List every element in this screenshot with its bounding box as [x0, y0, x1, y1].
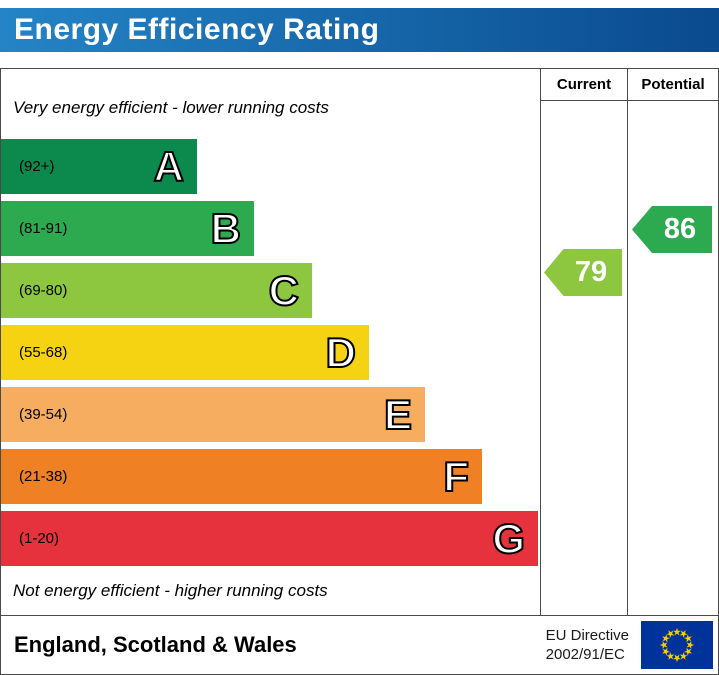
band-row-c: (69-80) C	[1, 263, 312, 318]
footer: England, Scotland & Wales EU Directive 2…	[1, 615, 718, 674]
bands: (92+) A (81-91) B (69-80) C (55-68) D	[1, 139, 540, 566]
band-row-a: (92+) A	[1, 139, 197, 194]
band-row-e: (39-54) E	[1, 387, 425, 442]
band-range-label: (92+)	[19, 158, 55, 175]
band-row-d: (55-68) D	[1, 325, 369, 380]
top-note: Very energy efficient - lower running co…	[13, 98, 329, 117]
band-range-label: (39-54)	[19, 406, 68, 423]
eu-directive-line2: 2002/91/EC	[545, 646, 625, 663]
eu-flag-icon	[641, 621, 713, 669]
chart-area: Very energy efficient - lower running co…	[1, 69, 718, 615]
current-column: Current	[540, 69, 627, 615]
rating-table: Very energy efficient - lower running co…	[0, 68, 719, 675]
current-rating-arrow: 79	[544, 249, 622, 296]
band-row-g: (1-20) G	[1, 511, 538, 566]
band-range-label: (21-38)	[19, 468, 68, 485]
band-range-label: (1-20)	[19, 530, 60, 547]
title-banner: Energy Efficiency Rating	[0, 8, 719, 52]
band-letter: B	[210, 204, 242, 252]
eu-directive-line1: EU Directive	[545, 627, 629, 644]
potential-column-header: Potential	[628, 69, 718, 101]
band-letter: A	[153, 142, 185, 190]
bottom-note: Not energy efficient - higher running co…	[13, 581, 328, 600]
band-range-label: (55-68)	[19, 344, 68, 361]
eu-directive-label: EU Directive 2002/91/EC	[546, 626, 629, 664]
current-rating-value: 79	[574, 256, 608, 288]
current-column-header: Current	[541, 69, 627, 101]
band-letter: C	[268, 266, 300, 314]
band-letter: E	[383, 390, 413, 438]
bands-column: Very energy efficient - lower running co…	[1, 69, 540, 615]
band-letter: G	[491, 514, 526, 562]
potential-column: Potential	[627, 69, 718, 615]
band-range-label: (81-91)	[19, 220, 68, 237]
page-title: Energy Efficiency Rating	[14, 13, 380, 46]
potential-rating-value: 86	[663, 213, 697, 245]
band-letter: F	[442, 452, 470, 500]
band-range-label: (69-80)	[19, 282, 68, 299]
footer-region-label: England, Scotland & Wales	[14, 632, 297, 657]
band-letter: D	[325, 328, 357, 376]
band-row-b: (81-91) B	[1, 201, 254, 256]
band-row-f: (21-38) F	[1, 449, 482, 504]
